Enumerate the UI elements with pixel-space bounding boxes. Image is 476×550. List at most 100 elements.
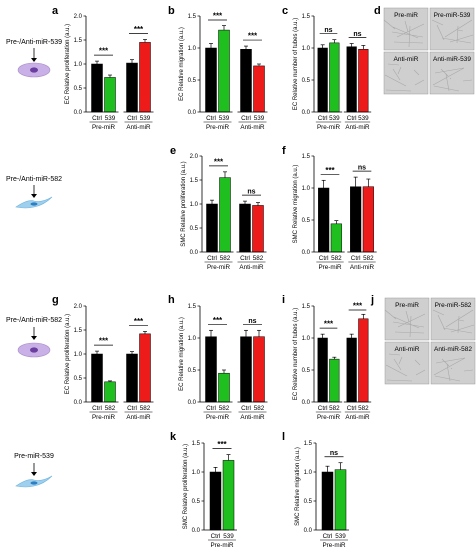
group-label: Anti-miR — [350, 264, 375, 271]
bar — [240, 336, 252, 403]
bar — [346, 46, 357, 113]
micrograph-image — [430, 297, 476, 341]
significance-label: ns — [353, 31, 361, 38]
x-tick-label: 582 — [331, 255, 342, 262]
significance-label: ns — [330, 450, 338, 457]
chart-panel-c: c 0.0 0.5 1.0 1.5EC Relative number of tubes… — [282, 5, 372, 131]
significance-label: *** — [324, 320, 334, 329]
y-tick-label: 1.0 — [304, 470, 313, 476]
bar — [91, 63, 103, 113]
smooth-muscle-cell-icon — [15, 196, 53, 209]
y-axis-label: EC Relative migration (a.u.) — [179, 27, 185, 101]
y-tick-label: 1.0 — [302, 186, 311, 192]
x-tick-label: Ctrl — [323, 533, 333, 540]
group-label: Anti-miR — [240, 414, 265, 421]
y-tick-label: 1.5 — [188, 304, 197, 310]
group-label: Pre-miR — [207, 264, 231, 271]
tube-network — [383, 19, 425, 48]
bar — [239, 203, 251, 253]
y-tick-label: 0.5 — [190, 226, 199, 232]
bar — [126, 62, 138, 113]
bar — [334, 469, 347, 531]
group-label: Anti-miR — [239, 264, 264, 271]
significance-label: ns — [324, 27, 332, 34]
x-tick-label: Ctrl — [206, 115, 216, 122]
x-tick-label: 539 — [140, 115, 151, 122]
panel-letter: a — [52, 5, 59, 17]
x-tick-label: 582 — [253, 255, 264, 262]
x-tick-label: 539 — [254, 115, 265, 122]
x-tick-label: 539 — [223, 533, 234, 540]
tube-network — [384, 309, 426, 338]
group-label: Anti-miR — [240, 124, 265, 131]
y-tick-label: 1.5 — [302, 14, 311, 20]
x-tick-label: Ctrl — [318, 405, 328, 412]
endothelial-cell-icon — [17, 342, 51, 358]
y-axis-label: SMC Relative migration (a.u.) — [295, 447, 301, 526]
cell-nucleus — [30, 202, 38, 206]
y-tick-label: 0.0 — [188, 110, 197, 116]
y-tick-label: 0.0 — [74, 110, 83, 116]
bar — [252, 205, 264, 253]
bar-charts: a0.00.51.01.52.0EC Relative proliferatio… — [52, 5, 377, 549]
group-label: Anti-miR — [126, 124, 151, 131]
y-tick-label: 1.0 — [192, 470, 201, 476]
micrograph-panel-j: j Pre-miR Pre-miR-582 Anti-miR Anti-miR-582 — [370, 294, 476, 385]
group-label: Pre-miR — [206, 414, 230, 421]
y-tick-label: 1.5 — [192, 441, 201, 447]
x-tick-label: Ctrl — [318, 115, 328, 122]
micrograph-caption: Anti-miR — [394, 56, 419, 63]
bar — [209, 471, 222, 531]
y-axis-label: SMC Relative proliferation (a.u.) — [181, 161, 187, 246]
micrograph-caption: Anti-miR-539 — [433, 56, 471, 63]
panel-letter: h — [168, 294, 175, 306]
x-tick-label: Ctrl — [92, 115, 102, 122]
bar — [222, 460, 235, 531]
x-tick-label: Ctrl — [127, 115, 137, 122]
bar — [91, 353, 103, 403]
x-tick-label: Ctrl — [92, 405, 102, 412]
x-tick-label: 539 — [329, 115, 340, 122]
x-tick-label: Ctrl — [241, 405, 251, 412]
bar — [318, 187, 330, 253]
x-tick-label: 582 — [140, 405, 151, 412]
significance-label: *** — [99, 337, 109, 346]
bar — [139, 333, 151, 403]
significance-label: *** — [134, 317, 144, 326]
bar — [253, 65, 265, 113]
y-axis-label: EC Relative proliferation (a.u.) — [65, 24, 71, 104]
cell-nucleus — [30, 67, 38, 73]
bar — [205, 47, 217, 113]
bar — [317, 47, 328, 113]
row-label-text: Pre-/Anti-miR-582 — [6, 176, 62, 183]
bar — [104, 77, 116, 113]
y-axis-label: EC Relative migration (a.u.) — [179, 317, 185, 391]
x-tick-label: Ctrl — [347, 405, 357, 412]
x-tick-label: 582 — [105, 405, 116, 412]
y-tick-label: 0.5 — [302, 218, 311, 224]
x-tick-label: Ctrl — [240, 255, 250, 262]
y-tick-label: 0.5 — [302, 368, 311, 374]
micrograph-panel-d: d Pre-miR Pre-miR-539 Anti-miR Anti-miR-539 — [374, 5, 475, 95]
y-tick-label: 0.5 — [74, 376, 83, 382]
x-tick-label: Ctrl — [211, 533, 221, 540]
group-label: Pre-miR — [92, 414, 116, 421]
group-label: Pre-miR — [206, 124, 230, 131]
y-tick-label: 0.5 — [302, 78, 311, 84]
row-arrowhead — [31, 336, 37, 340]
bar — [219, 177, 231, 253]
y-tick-label: 1.5 — [190, 178, 199, 184]
tube-network — [384, 63, 425, 92]
x-tick-label: 539 — [219, 115, 230, 122]
y-axis-label: EC Relative proliferation (a.u.) — [65, 314, 71, 394]
y-tick-label: 2.0 — [74, 304, 83, 310]
significance-label: *** — [325, 166, 335, 175]
x-tick-label: Ctrl — [127, 405, 137, 412]
micrograph-image — [383, 51, 429, 95]
y-tick-label: 1.5 — [74, 328, 83, 334]
bar — [104, 381, 116, 403]
y-tick-label: 0.5 — [188, 368, 197, 374]
micrograph-image — [430, 341, 476, 385]
y-tick-label: 1.0 — [302, 46, 311, 52]
